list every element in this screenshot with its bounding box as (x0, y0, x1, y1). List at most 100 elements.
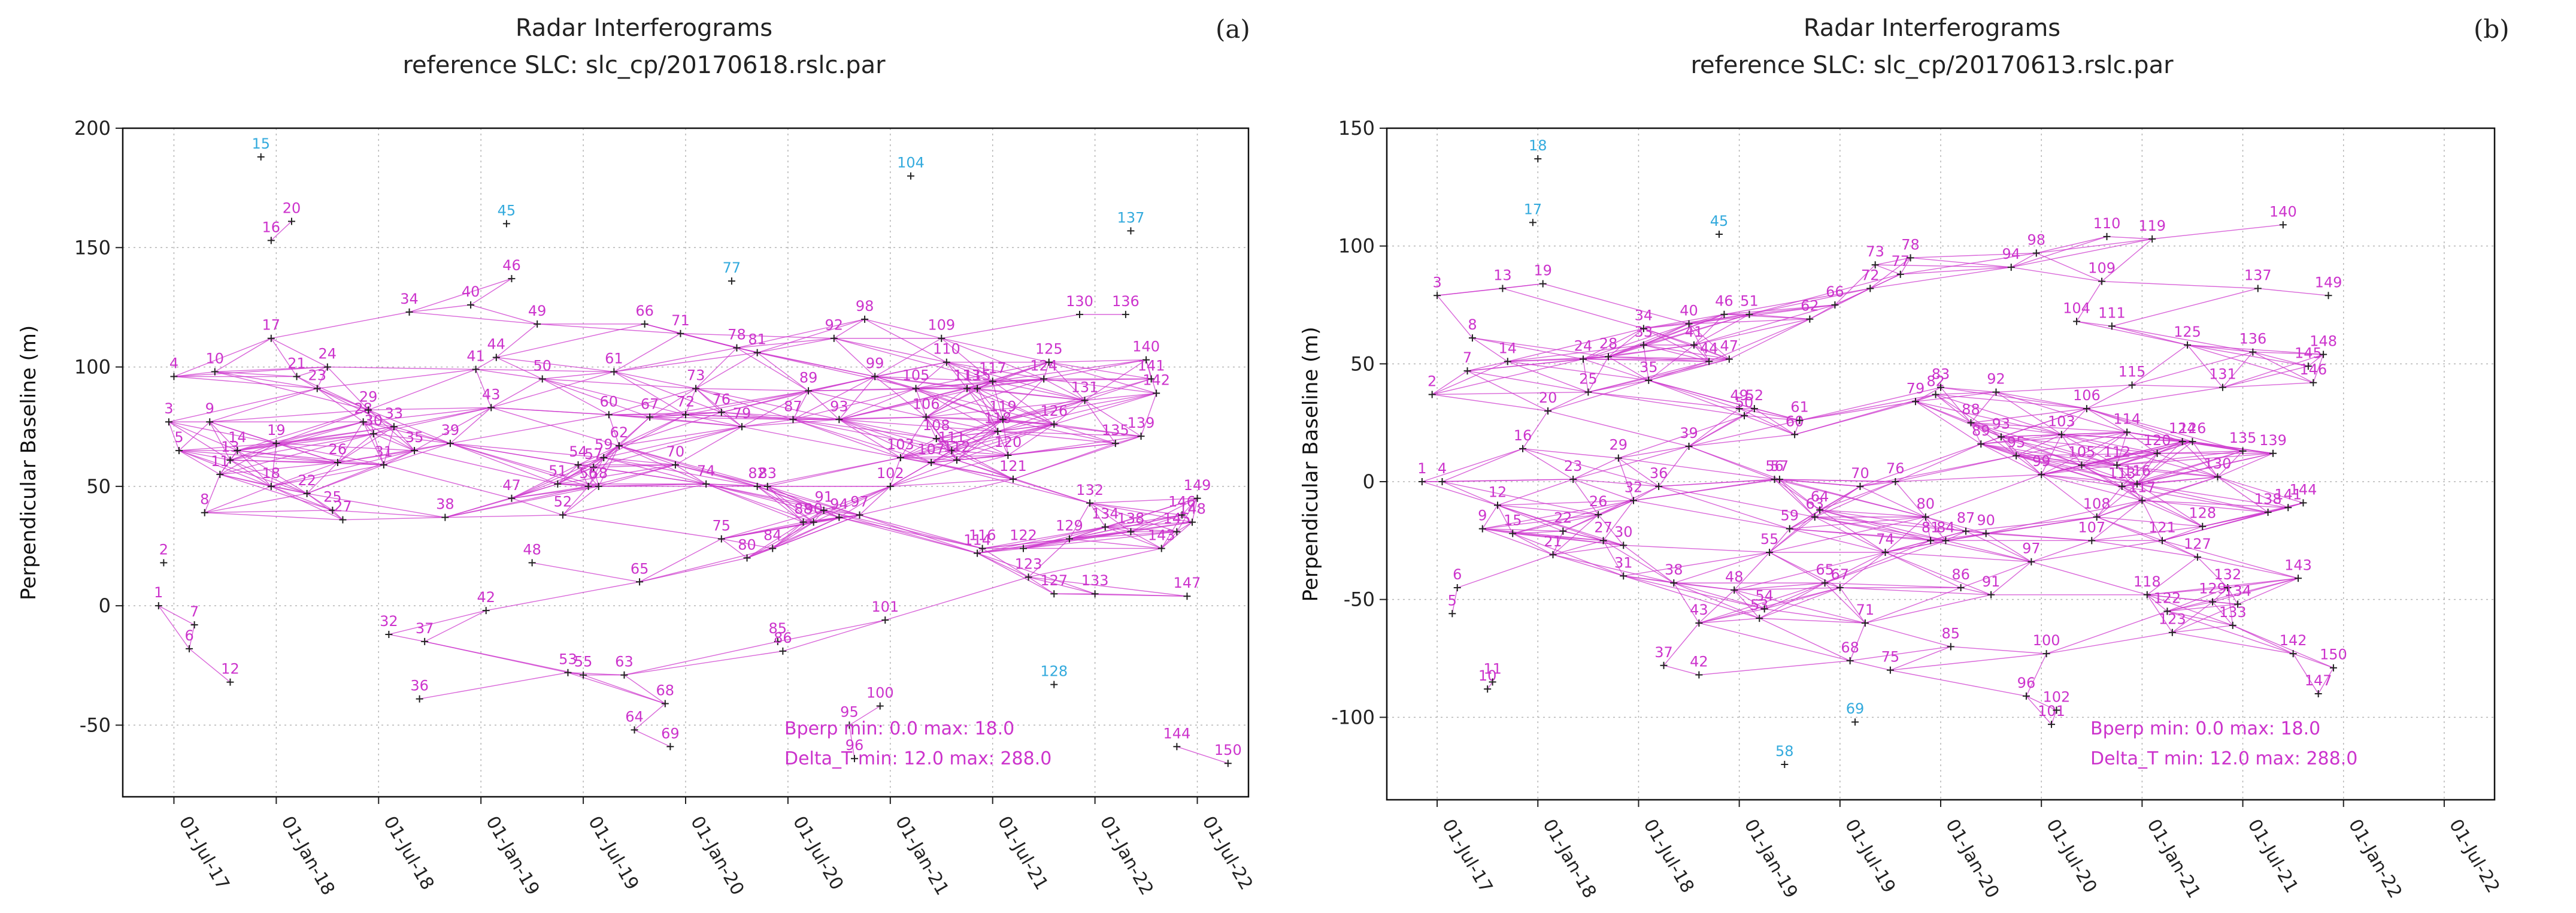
interferogram-edge (1002, 419, 1009, 456)
acquisition-point: 56 (1765, 458, 1784, 483)
interferogram-edge (383, 464, 512, 499)
interferogram-edge (1648, 380, 1745, 416)
interferogram-edge (977, 388, 1004, 420)
point-label: 39 (441, 422, 460, 439)
interferogram-edge (2187, 344, 2223, 388)
acquisition-point: 4 (1438, 460, 1447, 485)
interferogram-edge (2081, 464, 2218, 477)
interferogram-edge (916, 388, 1004, 420)
acquisition-point: 49 (1730, 387, 1748, 413)
interferogram-edge (1915, 401, 2062, 436)
acquisition-point: 108 (2083, 495, 2111, 521)
point-marker (779, 647, 787, 655)
interferogram-edge (2016, 455, 2042, 475)
acquisition-point: 123 (1015, 555, 1042, 581)
point-marker (2159, 537, 2166, 545)
interferogram-edge (562, 514, 722, 540)
point-marker (365, 406, 372, 414)
acquisition-point: 66 (1826, 283, 1844, 309)
interferogram-edge (1583, 323, 1689, 360)
acquisition-point: 118 (984, 410, 1011, 436)
interferogram-edge (1890, 669, 2027, 697)
point-label: 126 (1040, 403, 1068, 419)
interferogram-edge (900, 438, 937, 458)
acquisition-point: 127 (1040, 572, 1068, 598)
interferogram-edge (1915, 387, 1941, 402)
acquisition-point: 66 (635, 303, 654, 328)
point-marker (2022, 692, 2030, 700)
acquisition-point: 60 (600, 393, 618, 419)
point-label: 141 (2274, 486, 2302, 503)
point-marker (871, 373, 879, 380)
acquisition-point: 58 (1775, 743, 1794, 768)
interferogram-edge (1643, 323, 1689, 346)
interferogram-edge (1053, 400, 1085, 425)
y-tick-label: 0 (1363, 470, 1375, 493)
interferogram-edge (2046, 632, 2172, 654)
interferogram-edge (1900, 252, 2036, 275)
interferogram-edge (189, 624, 195, 649)
interferogram-edge (491, 407, 620, 446)
acquisition-point: 139 (2259, 432, 2287, 457)
point-label: 17 (1524, 201, 1542, 217)
acquisition-point: 89 (1972, 422, 1990, 448)
interferogram-edge (237, 433, 374, 451)
interferogram-edge (2222, 352, 2253, 388)
interferogram-edge (373, 433, 415, 451)
interferogram-edge (271, 486, 343, 521)
interferogram-edge (1472, 337, 1609, 358)
interferogram-edge (2157, 441, 2183, 454)
interferogram-edge (296, 366, 328, 377)
interferogram-edge (2232, 625, 2334, 669)
point-label: 21 (1544, 533, 1562, 550)
point-marker (789, 416, 797, 424)
point-marker (175, 447, 183, 455)
point-marker (1836, 584, 1844, 591)
interferogram-edge (1437, 295, 1473, 338)
point-label: 78 (1901, 236, 1920, 253)
interferogram-edge (214, 366, 328, 373)
acquisition-point: 102 (2043, 689, 2070, 714)
interferogram-edge (1623, 545, 1770, 553)
interferogram-edge (1643, 314, 1750, 346)
acquisition-point: 124 (2169, 420, 2196, 446)
point-marker (907, 172, 914, 180)
acquisition-point: 73 (687, 367, 705, 392)
interferogram-edge (577, 464, 589, 487)
point-label: 26 (329, 441, 347, 458)
acquisition-point: 122 (2154, 589, 2181, 615)
point-label: 87 (784, 398, 802, 415)
interferogram-edge (276, 426, 395, 444)
point-marker (2314, 690, 2322, 697)
interferogram-edge (2227, 587, 2238, 604)
acquisition-point: 41 (1685, 324, 1703, 349)
point-label: 3 (164, 400, 173, 417)
acquisition-point: 141 (1138, 358, 1165, 383)
point-marker (2214, 473, 2222, 481)
point-marker (1569, 476, 1577, 483)
interferogram-edge (1890, 646, 1951, 671)
interferogram-edge (926, 416, 937, 439)
point-marker (922, 413, 930, 421)
interferogram-edge (695, 347, 737, 389)
interferogram-edge (2086, 408, 2243, 452)
point-marker (2189, 438, 2196, 446)
interferogram-edge (951, 431, 998, 451)
point-marker (390, 423, 398, 431)
point-label: 23 (1564, 458, 1583, 474)
point-label: 101 (871, 598, 899, 615)
interferogram-edge (1689, 318, 1810, 325)
interferogram-edge (2101, 238, 2153, 282)
interferogram-edge (168, 421, 238, 451)
point-label: 98 (856, 298, 874, 315)
interferogram-edge (511, 498, 563, 516)
acquisition-point: 106 (913, 395, 940, 421)
point-label: 67 (641, 395, 659, 412)
interferogram-edge (475, 368, 614, 373)
acquisition-point: 29 (359, 388, 377, 414)
interferogram-edge (2091, 500, 2142, 541)
acquisition-point: 2 (1428, 373, 1437, 398)
interferogram-edge (2041, 434, 2062, 475)
point-label: 97 (850, 494, 869, 510)
point-label: 22 (298, 472, 316, 489)
